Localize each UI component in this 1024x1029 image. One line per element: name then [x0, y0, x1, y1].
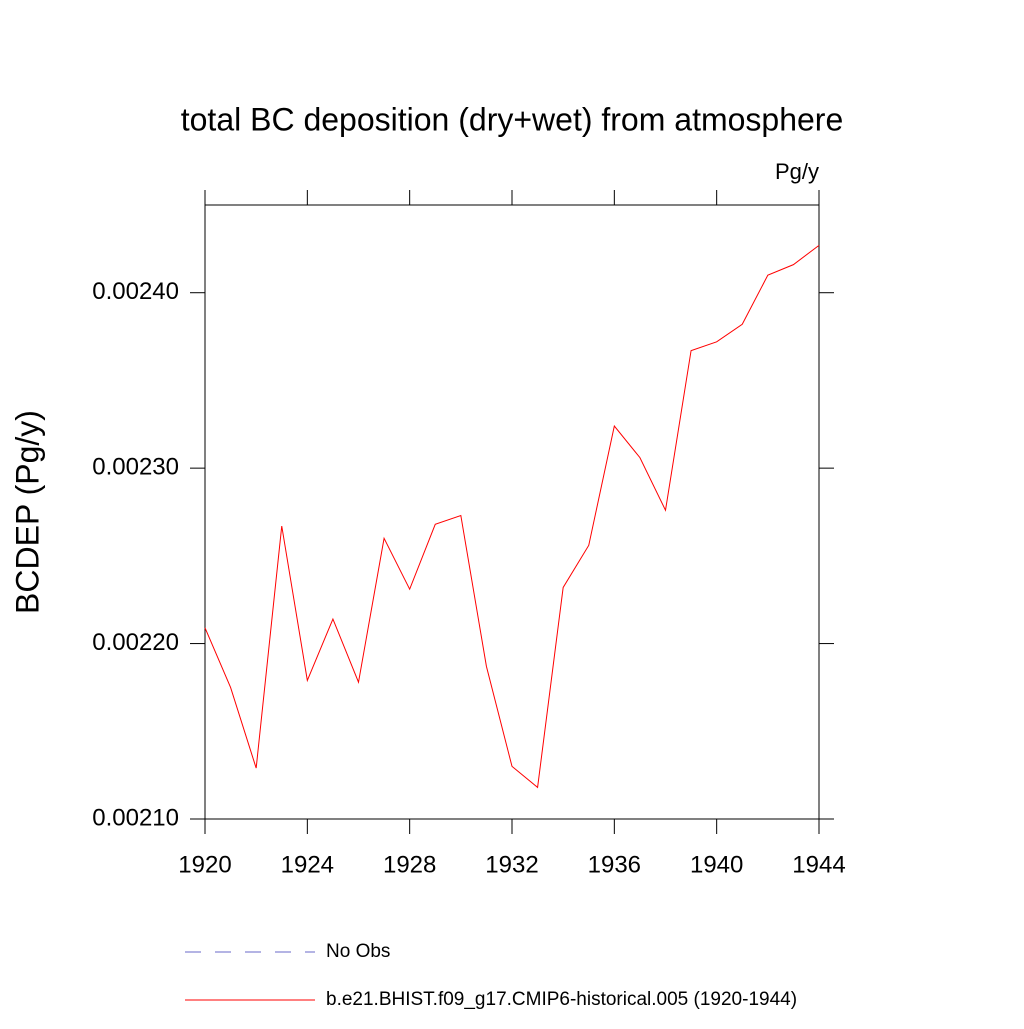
x-tick-label: 1940	[690, 851, 743, 878]
x-tick-label: 1932	[485, 851, 538, 878]
x-tick-label: 1928	[383, 851, 436, 878]
legend-label: No Obs	[326, 941, 390, 962]
x-tick-label: 1924	[281, 851, 334, 878]
y-tick-label: 0.00230	[92, 453, 179, 480]
x-tick-label: 1936	[588, 851, 641, 878]
x-tick-label: 1944	[792, 851, 845, 878]
y-tick-label: 0.00240	[92, 278, 179, 305]
plot-frame	[204, 204, 820, 820]
chart-title: total BC deposition (dry+wet) from atmos…	[181, 101, 844, 137]
legend-label: b.e21.BHIST.f09_g17.CMIP6-historical.005…	[326, 989, 797, 1010]
units-label: Pg/y	[775, 159, 819, 184]
y-axis-label: BCDEP (Pg/y)	[9, 410, 45, 614]
data-line	[204, 244, 820, 789]
y-tick-label: 0.00220	[92, 629, 179, 656]
x-tick-label: 1920	[178, 851, 231, 878]
y-tick-label: 0.00210	[92, 804, 179, 831]
